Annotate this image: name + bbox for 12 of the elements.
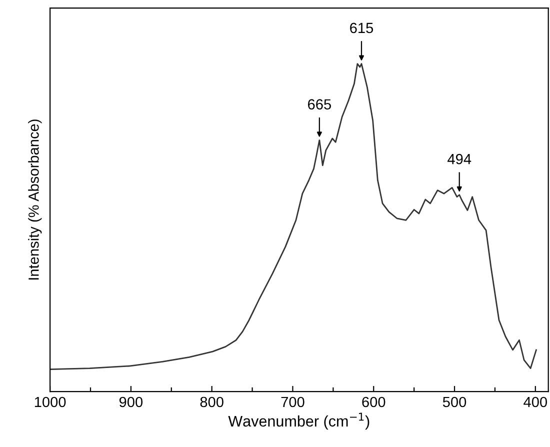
x-tick-label: 900: [119, 396, 143, 408]
x-tick-label: 500: [442, 396, 466, 408]
annotation: 615: [350, 22, 374, 34]
x-tick-label: 1000: [34, 396, 66, 408]
y-axis-title: Intensity (% Absorbance): [28, 120, 42, 280]
x-tick-label: 600: [362, 396, 386, 408]
x-axis-title: Wavenumber (cm$^{−1}$): [228, 412, 370, 430]
annotation: 494: [448, 154, 472, 164]
annotation: 665: [308, 99, 331, 110]
x-tick-label: 800: [200, 396, 224, 408]
x-tick-label: 700: [281, 396, 304, 408]
x-tick-label: 400: [524, 396, 548, 408]
